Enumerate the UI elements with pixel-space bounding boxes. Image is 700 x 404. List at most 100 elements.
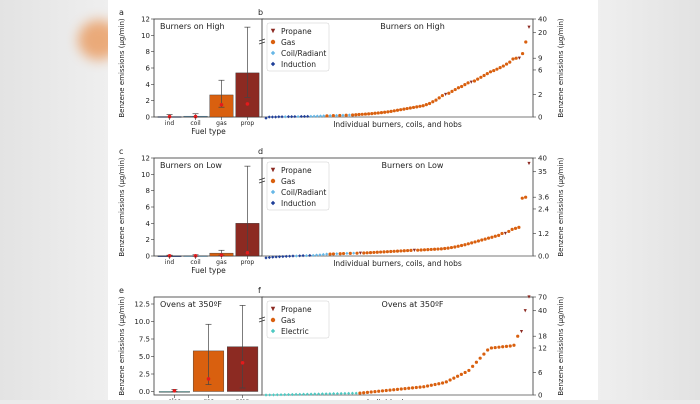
legend-label: Gas (281, 38, 295, 47)
data-point (306, 114, 310, 118)
data-point (395, 387, 400, 391)
data-point (363, 112, 368, 116)
data-point (415, 105, 419, 109)
legend-marker (270, 328, 276, 334)
x-tick-label: ind (165, 259, 174, 266)
data-point (298, 254, 302, 258)
data-point (358, 391, 362, 395)
data-point (516, 334, 520, 338)
data-point (519, 329, 524, 334)
data-point (511, 57, 515, 61)
legend-box (266, 300, 330, 339)
legend-label: Electric (281, 327, 309, 336)
data-point (527, 25, 531, 29)
y-tick-label: 2 (146, 236, 150, 244)
background-right (598, 0, 700, 400)
data-point (402, 107, 406, 111)
legend-box (266, 161, 330, 211)
data-point (433, 382, 437, 387)
y-tick-label: 12 (141, 155, 150, 163)
data-point (379, 111, 384, 115)
data-point (344, 113, 348, 117)
data-point (347, 113, 351, 117)
panel-label: c (119, 147, 123, 156)
panel-label: f (258, 286, 261, 295)
data-point (275, 393, 279, 397)
data-point (431, 100, 435, 104)
data-point (410, 386, 415, 390)
y-tick-label: 2.5 (139, 371, 150, 379)
data-point (341, 251, 346, 256)
data-point (418, 385, 422, 389)
data-point (524, 195, 528, 199)
data-point (286, 392, 291, 397)
data-point (498, 66, 502, 70)
data-point (358, 251, 363, 255)
y-tick-label: 12 (538, 344, 547, 352)
x-axis-label: Fuel type (191, 266, 226, 275)
legend-marker (270, 50, 276, 56)
x-tick-label: gas (216, 259, 227, 266)
data-point (473, 240, 477, 244)
data-point (291, 254, 295, 258)
data-point (444, 380, 448, 384)
y-tick-label: 20 (538, 29, 547, 37)
data-point (520, 51, 525, 56)
data-point (490, 235, 494, 239)
data-point (277, 115, 281, 119)
median-dot (172, 389, 177, 393)
legend-marker (270, 61, 276, 67)
y-tick-label: 10 (141, 171, 150, 179)
data-point (524, 40, 528, 44)
data-point (350, 391, 355, 395)
y-tick-label: 0 (146, 253, 150, 261)
x-tick-label: prop (241, 259, 255, 266)
data-point (338, 252, 342, 256)
data-point (478, 356, 482, 360)
data-point (286, 115, 291, 119)
figure-canvas: a Burners on High 0 2 4 6 8 10 12 Benzene emissio… (108, 0, 598, 404)
data-point (354, 391, 358, 395)
data-point (507, 229, 511, 234)
x-axis-label: Individual burners, coils, and hobs (333, 120, 462, 129)
data-point (304, 254, 309, 258)
y-tick-label: 2.4 (538, 205, 550, 213)
legend-label: Coil/Radiant (281, 49, 326, 58)
data-point (386, 110, 390, 114)
data-point (368, 251, 373, 255)
median-dot (245, 250, 250, 255)
figure-svg: a Burners on High 0 2 4 6 8 10 12 Benzene emissio… (118, 8, 565, 404)
data-point (500, 231, 504, 236)
panel-label: a (119, 8, 124, 17)
axis-break-mark (258, 41, 266, 45)
data-point (264, 393, 268, 397)
median-dot (245, 102, 250, 106)
data-point (419, 248, 423, 252)
y-tick-label: 9 (538, 55, 542, 63)
median-dot (193, 254, 198, 258)
data-point (463, 370, 467, 375)
legend-marker (270, 167, 276, 173)
y-axis-label: Benzene emissions (µg/min) (557, 157, 565, 257)
legend-marker (270, 39, 276, 45)
data-point (466, 242, 470, 246)
panel-label: b (258, 8, 263, 17)
axis-break-mark (258, 177, 266, 181)
data-point (331, 252, 336, 256)
data-point (508, 60, 512, 64)
data-point (376, 111, 380, 115)
data-point (392, 249, 396, 253)
data-point (476, 77, 480, 81)
y-tick-label: 10 (141, 32, 150, 40)
data-point (504, 62, 509, 66)
data-point (362, 391, 366, 395)
y-axis-label: Benzene emissions (µg/min) (118, 157, 126, 257)
data-point (318, 253, 322, 257)
data-point (403, 387, 407, 391)
data-point (497, 345, 501, 349)
legend-marker (270, 28, 276, 34)
data-point (523, 309, 527, 313)
data-point (444, 92, 448, 97)
y-tick-label: 4 (146, 81, 151, 89)
data-point (315, 114, 319, 118)
